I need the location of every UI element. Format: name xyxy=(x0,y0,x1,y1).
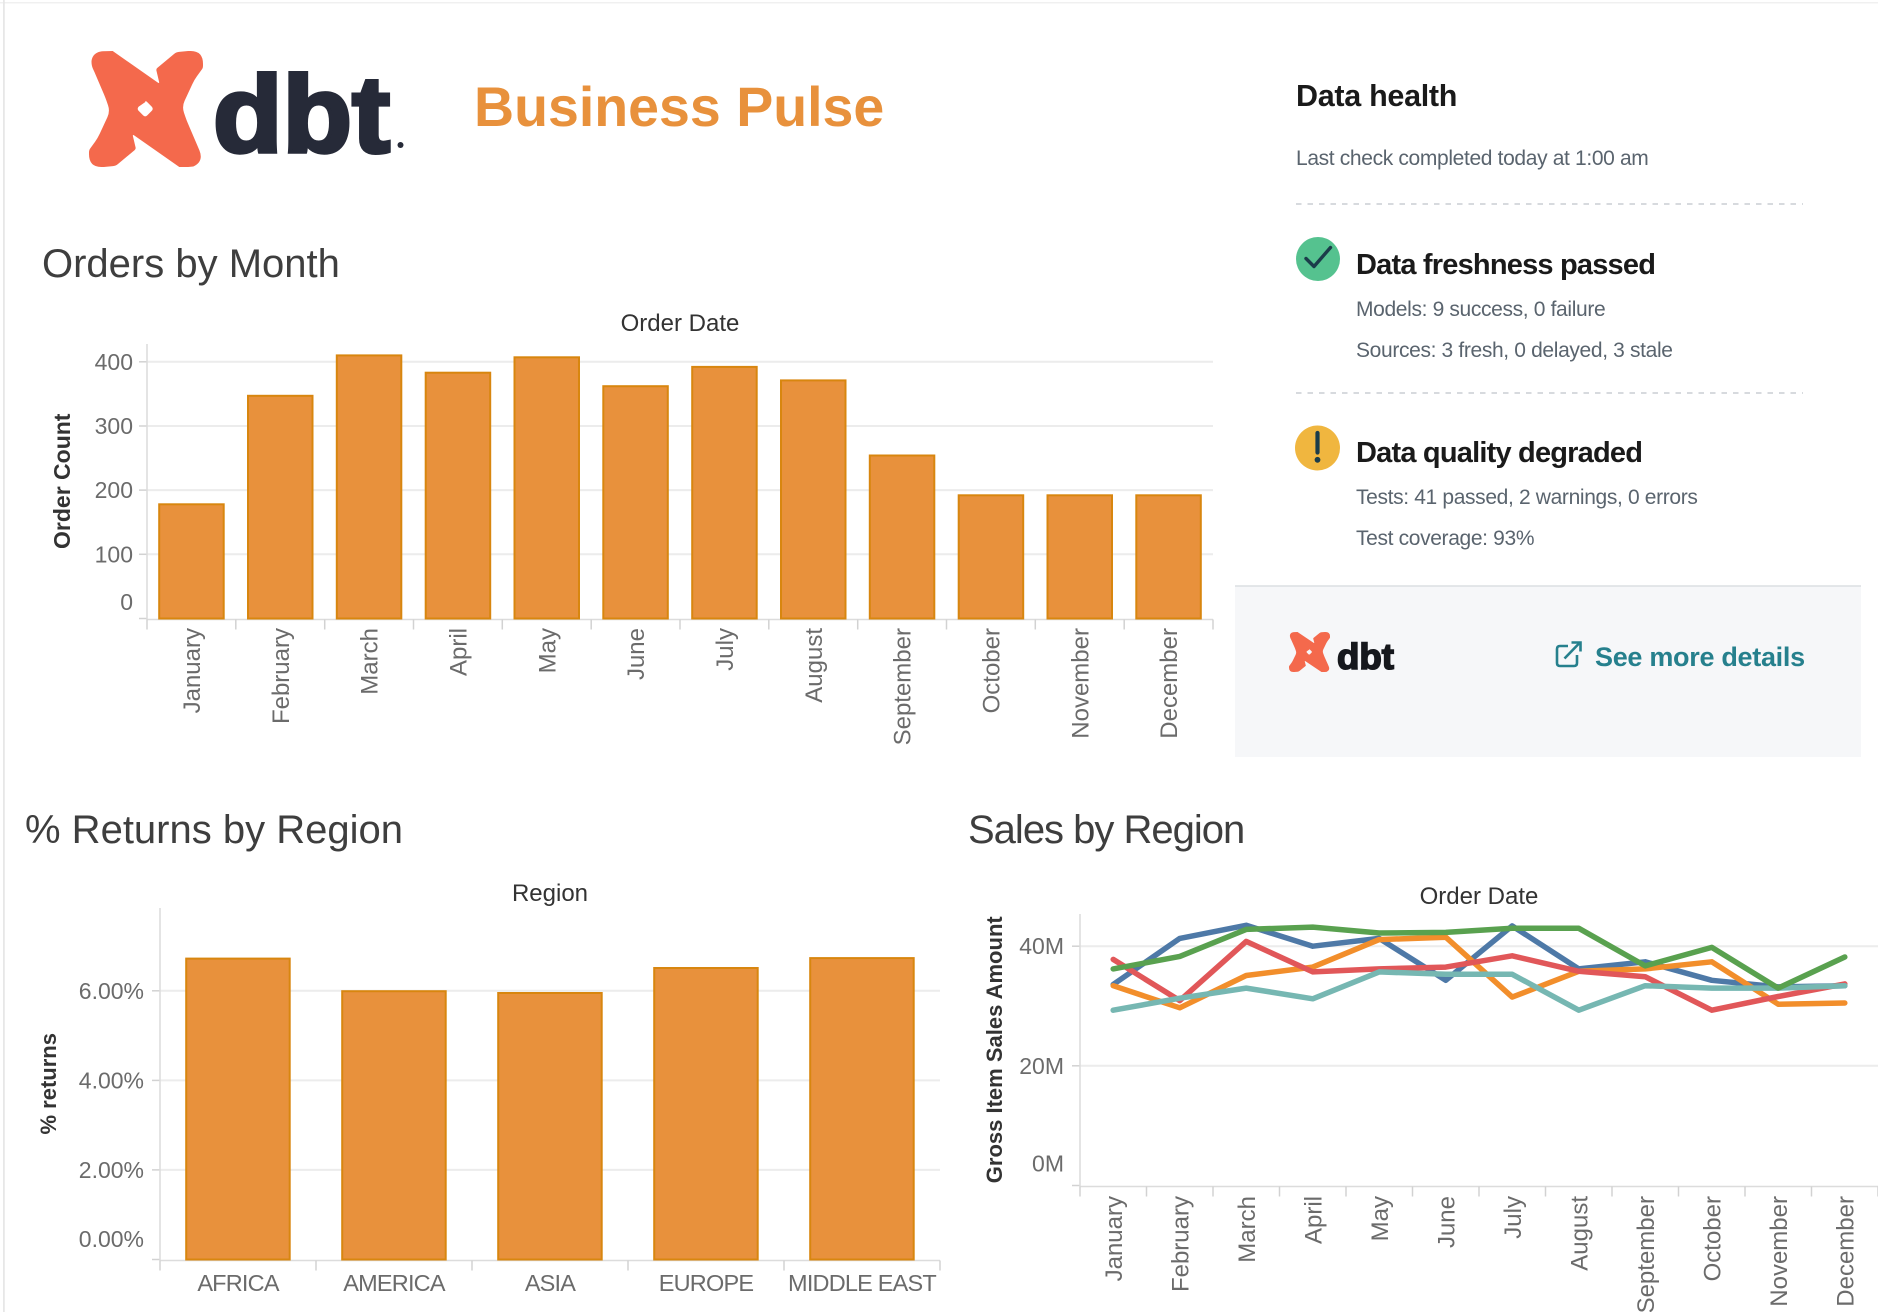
svg-text:Sales by Region: Sales by Region xyxy=(968,808,1244,852)
svg-text:April: April xyxy=(1300,1196,1327,1244)
svg-text:400: 400 xyxy=(95,349,133,375)
svg-text:May: May xyxy=(534,628,561,673)
svg-text:dbt: dbt xyxy=(213,54,390,176)
svg-text:August: August xyxy=(801,628,828,703)
svg-text:Data health: Data health xyxy=(1296,79,1457,113)
svg-text:0: 0 xyxy=(120,589,133,615)
svg-text:Test coverage: 93%: Test coverage: 93% xyxy=(1356,527,1534,550)
svg-text:July: July xyxy=(712,628,739,671)
svg-text:December: December xyxy=(1156,628,1183,739)
svg-text:dbt: dbt xyxy=(1337,636,1394,677)
svg-text:Models: 9 success, 0 failure: Models: 9 success, 0 failure xyxy=(1356,298,1605,321)
svg-text:See more details: See more details xyxy=(1595,642,1805,672)
svg-text:Data freshness passed: Data freshness passed xyxy=(1356,249,1655,281)
svg-text:Order Count: Order Count xyxy=(49,413,75,549)
svg-text:October: October xyxy=(979,628,1006,713)
svg-text:January: January xyxy=(1101,1196,1128,1281)
svg-text:February: February xyxy=(1167,1196,1194,1292)
svg-text:0M: 0M xyxy=(1032,1151,1064,1177)
svg-text:AFRICA: AFRICA xyxy=(197,1270,280,1296)
svg-text:March: March xyxy=(357,628,384,695)
svg-text:March: March xyxy=(1234,1196,1261,1263)
svg-text:Tests: 41 passed, 2 warnings,: Tests: 41 passed, 2 warnings, 0 errors xyxy=(1356,486,1698,509)
svg-text:September: September xyxy=(890,628,917,745)
svg-text:200: 200 xyxy=(95,477,133,503)
svg-text:June: June xyxy=(1433,1196,1460,1248)
svg-text:Region: Region xyxy=(512,880,588,907)
svg-text:July: July xyxy=(1500,1196,1527,1239)
svg-text:0.00%: 0.00% xyxy=(79,1226,144,1252)
svg-text:Order Date: Order Date xyxy=(621,310,740,337)
svg-text:40M: 40M xyxy=(1019,933,1064,959)
svg-text:Sources: 3 fresh, 0 delayed, 3: Sources: 3 fresh, 0 delayed, 3 stale xyxy=(1356,339,1673,362)
svg-text:Business Pulse: Business Pulse xyxy=(474,76,884,138)
svg-text:% returns: % returns xyxy=(36,1033,61,1134)
svg-text:EUROPE: EUROPE xyxy=(659,1270,754,1296)
svg-text:Gross Item Sales Amount: Gross Item Sales Amount xyxy=(982,916,1007,1184)
svg-text:August: August xyxy=(1566,1196,1593,1271)
svg-text:October: October xyxy=(1699,1196,1726,1281)
svg-text:September: September xyxy=(1633,1196,1660,1312)
svg-text:February: February xyxy=(268,628,295,724)
svg-text:300: 300 xyxy=(95,413,133,439)
svg-text:Order Date: Order Date xyxy=(1420,883,1539,910)
svg-text:January: January xyxy=(179,628,206,713)
svg-text:June: June xyxy=(623,628,650,680)
svg-text:4.00%: 4.00% xyxy=(79,1067,144,1093)
svg-text:Data quality degraded: Data quality degraded xyxy=(1356,437,1642,469)
svg-text:20M: 20M xyxy=(1019,1053,1064,1079)
svg-text:ASIA: ASIA xyxy=(525,1270,576,1296)
svg-text:6.00%: 6.00% xyxy=(79,978,144,1004)
svg-text:2.00%: 2.00% xyxy=(79,1157,144,1183)
svg-text:% Returns by Region: % Returns by Region xyxy=(25,808,403,852)
svg-text:November: November xyxy=(1766,1196,1793,1307)
svg-text:MIDDLE EAST: MIDDLE EAST xyxy=(788,1270,936,1296)
svg-text:May: May xyxy=(1367,1196,1394,1241)
svg-text:100: 100 xyxy=(95,541,133,567)
svg-text:AMERICA: AMERICA xyxy=(343,1270,446,1296)
svg-text:April: April xyxy=(446,628,473,676)
svg-text:Orders by Month: Orders by Month xyxy=(42,242,340,286)
svg-text:Last check completed today at: Last check completed today at 1:00 am xyxy=(1296,147,1648,170)
svg-text:December: December xyxy=(1832,1196,1859,1307)
svg-text:November: November xyxy=(1067,628,1094,739)
